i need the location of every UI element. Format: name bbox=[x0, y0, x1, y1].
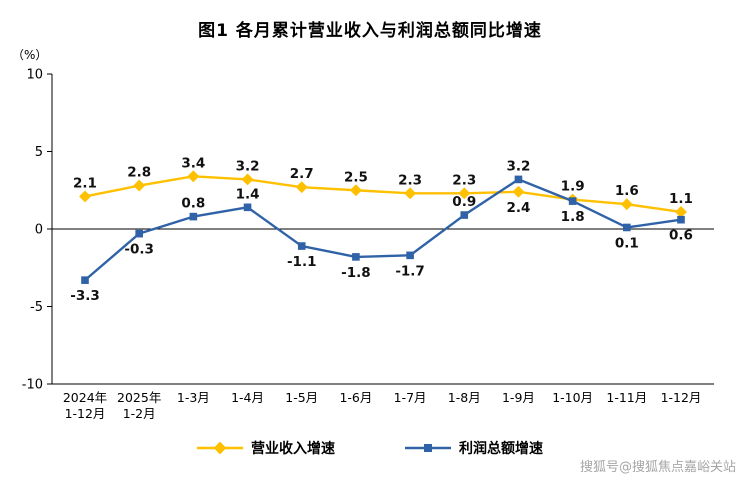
x-tick-label: 1-8月 bbox=[448, 390, 481, 405]
revenue-data-label: 2.5 bbox=[344, 169, 368, 185]
y-tick-label: -5 bbox=[30, 300, 43, 315]
profit-data-label: 3.2 bbox=[506, 158, 530, 174]
profit-data-point bbox=[189, 212, 198, 221]
revenue-data-point bbox=[349, 184, 362, 197]
line-chart: 10 5 0 -5 -10 2024年 1-12月 2025年 1-2月 1-3月 1-4月 1-5月… bbox=[22, 68, 714, 421]
profit-data-label: -1.8 bbox=[341, 265, 371, 281]
revenue-data-point bbox=[79, 190, 91, 203]
x-tick-label: 1-5月 bbox=[285, 390, 318, 405]
legend-label-profit: 利润总额增速 bbox=[459, 441, 543, 457]
profit-legend-marker-icon bbox=[405, 444, 451, 452]
profit-data-label: 1.8 bbox=[561, 209, 585, 225]
x-tick-label: 1-3月 bbox=[177, 390, 210, 405]
y-axis-unit-label: （%） bbox=[12, 48, 48, 62]
profit-data-label: 0.9 bbox=[452, 194, 476, 210]
profit-data-label: -1.1 bbox=[287, 254, 317, 270]
revenue-data-label: 2.7 bbox=[290, 166, 314, 182]
revenue-data-label: 1.1 bbox=[669, 191, 693, 207]
revenue-data-label: 2.8 bbox=[127, 165, 151, 181]
x-tick-label: 1-12月 bbox=[661, 390, 702, 405]
x-tick-label: 2025年 1-2月 bbox=[117, 390, 161, 421]
legend-label-revenue: 营业收入增速 bbox=[251, 441, 335, 457]
revenue-legend-marker-icon bbox=[197, 441, 243, 455]
chart-legend: 营业收入增速 利润总额增速 bbox=[0, 438, 740, 458]
profit-data-label: -3.3 bbox=[70, 288, 100, 304]
profit-data-point bbox=[514, 175, 523, 184]
profit-data-point bbox=[352, 253, 360, 261]
revenue-series-line bbox=[83, 175, 683, 214]
x-tick-label: 1-4月 bbox=[231, 390, 264, 405]
y-tick-label: 5 bbox=[35, 145, 43, 160]
x-tick-label: 1-11月 bbox=[606, 390, 647, 405]
revenue-data-point bbox=[133, 179, 146, 192]
revenue-data-label: 1.6 bbox=[615, 183, 639, 199]
profit-data-point bbox=[623, 223, 631, 232]
revenue-data-point bbox=[404, 187, 417, 200]
profit-data-label: -1.7 bbox=[395, 263, 425, 279]
y-tick-label: -10 bbox=[22, 378, 43, 393]
revenue-data-label: 3.4 bbox=[181, 155, 205, 171]
revenue-data-point bbox=[187, 170, 200, 183]
revenue-data-label: 1.9 bbox=[561, 179, 585, 195]
profit-data-label: 0.6 bbox=[669, 228, 693, 244]
chart-title: 图1 各月累计营业收入与利润总额同比增速 bbox=[198, 21, 542, 41]
revenue-data-point bbox=[620, 198, 633, 211]
profit-data-point bbox=[243, 203, 252, 212]
revenue-data-label: 2.3 bbox=[398, 172, 422, 188]
profit-data-point bbox=[81, 276, 89, 284]
y-tick-label: 10 bbox=[26, 68, 43, 83]
revenue-data-label: 2.4 bbox=[506, 200, 530, 216]
profit-data-label: 0.8 bbox=[181, 196, 205, 212]
x-tick-label: 1-6月 bbox=[339, 390, 372, 405]
profit-data-point bbox=[406, 251, 414, 260]
revenue-data-label: 2.1 bbox=[73, 175, 97, 191]
profit-data-point bbox=[677, 215, 685, 224]
x-tick-label: 1-10月 bbox=[552, 390, 593, 405]
profit-data-label: -0.3 bbox=[124, 242, 154, 258]
profit-data-point bbox=[568, 197, 577, 205]
profit-series-line bbox=[83, 178, 683, 282]
profit-data-point bbox=[135, 229, 143, 238]
revenue-data-point bbox=[295, 181, 308, 194]
y-tick-label: 0 bbox=[35, 223, 43, 238]
profit-data-label: 1.4 bbox=[236, 186, 260, 202]
revenue-data-label: 2.3 bbox=[452, 172, 476, 188]
profit-data-point bbox=[297, 242, 306, 250]
profit-data-label: 0.1 bbox=[615, 235, 639, 251]
legend-item-revenue: 营业收入增速 bbox=[197, 438, 335, 458]
legend-item-profit: 利润总额增速 bbox=[405, 438, 543, 458]
x-tick-label: 1-9月 bbox=[502, 390, 535, 405]
revenue-data-point bbox=[241, 173, 254, 186]
revenue-data-point bbox=[512, 185, 525, 198]
profit-data-point bbox=[460, 211, 469, 219]
watermark-text: 搜狐号@搜狐焦点嘉峪关站 bbox=[579, 460, 736, 475]
x-tick-label: 2024年 1-12月 bbox=[63, 390, 107, 421]
x-tick-label: 1-7月 bbox=[394, 390, 427, 405]
revenue-data-label: 3.2 bbox=[236, 158, 260, 174]
